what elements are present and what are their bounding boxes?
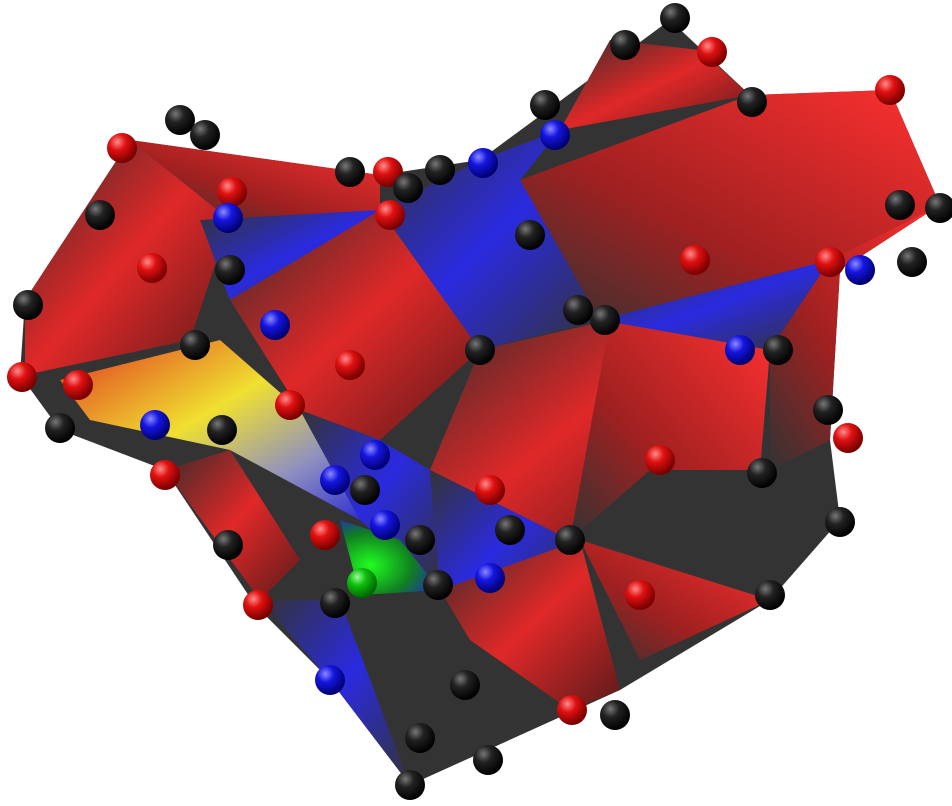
vertex-sphere <box>680 245 710 275</box>
vertex-sphere <box>660 3 690 33</box>
vertex-sphere <box>423 570 453 600</box>
vertex-sphere <box>495 515 525 545</box>
vertex-sphere <box>540 120 570 150</box>
vertex-sphere <box>165 105 195 135</box>
vertex-sphere <box>450 670 480 700</box>
vertex-sphere <box>320 465 350 495</box>
vertex-sphere <box>140 410 170 440</box>
vertex-sphere <box>350 475 380 505</box>
vertex-sphere <box>885 190 915 220</box>
vertex-sphere <box>85 200 115 230</box>
vertex-sphere <box>763 335 793 365</box>
vertex-sphere <box>275 390 305 420</box>
vertex-sphere <box>335 350 365 380</box>
vertex-sphere <box>425 155 455 185</box>
vertex-sphere <box>393 173 423 203</box>
vertex-sphere <box>590 305 620 335</box>
vertex-sphere <box>310 520 340 550</box>
vertex-sphere <box>405 723 435 753</box>
vertex-sphere <box>833 423 863 453</box>
vertex-sphere <box>610 30 640 60</box>
mesh-render <box>0 0 952 806</box>
vertex-sphere <box>215 255 245 285</box>
vertex-sphere <box>107 133 137 163</box>
vertex-sphere <box>555 525 585 555</box>
vertex-sphere <box>475 475 505 505</box>
vertex-sphere <box>697 37 727 67</box>
vertex-sphere <box>845 255 875 285</box>
vertex-sphere <box>395 770 425 800</box>
vertex-sphere <box>375 200 405 230</box>
vertex-sphere <box>315 665 345 695</box>
vertex-sphere <box>475 563 505 593</box>
vertex-sphere <box>755 580 785 610</box>
vertex-sphere <box>213 203 243 233</box>
vertex-sphere <box>825 507 855 537</box>
vertex-sphere <box>63 370 93 400</box>
vertex-sphere <box>243 590 273 620</box>
vertex-sphere <box>45 413 75 443</box>
vertex-sphere <box>468 148 498 178</box>
vertex-sphere <box>7 362 37 392</box>
vertex-sphere <box>360 440 390 470</box>
vertex-sphere <box>530 90 560 120</box>
vertex-sphere <box>260 310 290 340</box>
page: Mesh html, body { margin: 0; padding: 0;… <box>0 0 952 806</box>
vertex-sphere <box>645 445 675 475</box>
vertex-sphere <box>190 120 220 150</box>
vertex-sphere <box>737 87 767 117</box>
vertex-sphere <box>370 510 400 540</box>
vertex-sphere <box>320 588 350 618</box>
vertex-sphere <box>217 177 247 207</box>
vertex-sphere <box>150 460 180 490</box>
vertex-sphere <box>747 458 777 488</box>
vertex-sphere <box>473 745 503 775</box>
vertex-sphere <box>563 295 593 325</box>
vertex-sphere <box>137 253 167 283</box>
vertex-sphere <box>347 568 377 598</box>
vertex-sphere <box>13 290 43 320</box>
body: {} (() => { const svg = document.getElem… <box>0 0 952 806</box>
vertex-sphere <box>875 75 905 105</box>
vertex-sphere <box>405 525 435 555</box>
vertex-sphere <box>600 700 630 730</box>
vertex-sphere <box>813 395 843 425</box>
vertex-sphere <box>515 220 545 250</box>
vertex-sphere <box>815 247 845 277</box>
vertex-sphere <box>335 157 365 187</box>
vertex-sphere <box>557 695 587 725</box>
vertex-sphere <box>207 415 237 445</box>
vertex-sphere <box>625 580 655 610</box>
vertex-sphere <box>897 247 927 277</box>
vertex-sphere <box>213 530 243 560</box>
vertex-sphere <box>725 335 755 365</box>
vertex-sphere <box>180 330 210 360</box>
vertex-sphere <box>465 335 495 365</box>
